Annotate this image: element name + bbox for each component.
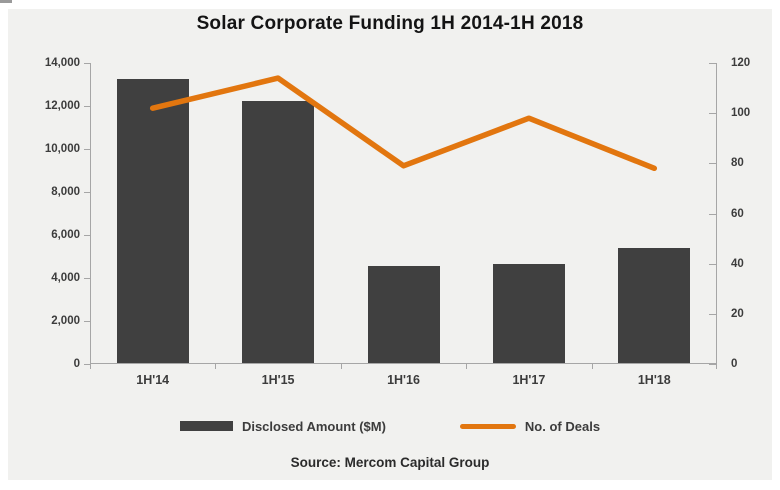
left-axis-tick: [84, 63, 90, 64]
bar-1H'14: [116, 79, 189, 363]
x-axis-tick: [466, 363, 468, 369]
left-axis-tick-label: 12,000: [44, 100, 80, 112]
x-axis-tick: [215, 363, 217, 369]
x-axis-tick: [716, 363, 717, 369]
left-axis-tick: [84, 192, 90, 193]
line-series-swatch-icon: [459, 423, 516, 429]
left-axis-tick-label: 4,000: [51, 272, 80, 284]
right-axis-tick-label: 20: [731, 307, 744, 320]
left-axis-tick: [84, 106, 90, 107]
right-axis-tick: [709, 364, 717, 365]
legend-label-no-of-deals: No. of Deals: [524, 418, 601, 434]
bar-1H'16: [367, 266, 440, 364]
source-note: Source: Mercom Capital Group: [290, 455, 490, 470]
x-axis-tick: [90, 363, 91, 369]
x-axis-category-label: 1H'18: [637, 373, 671, 387]
bar-1H'18: [618, 248, 691, 363]
right-axis-tick: [709, 63, 717, 64]
left-axis-tick-label: 0: [73, 358, 80, 370]
x-axis-category-label: 1H'14: [136, 373, 170, 387]
right-axis-tick: [709, 213, 717, 215]
left-axis-tick-label: 8,000: [51, 186, 80, 198]
right-axis-tick-label: 0: [731, 358, 738, 370]
right-axis-tick: [709, 113, 717, 115]
bar-series-swatch-icon: [179, 421, 233, 431]
x-axis-tick: [340, 363, 342, 369]
left-axis-tick: [84, 364, 90, 365]
right-axis-tick-label: 40: [731, 257, 744, 270]
legend-label-disclosed-amount: Disclosed Amount ($M): [241, 418, 386, 434]
right-axis-tick-label: 60: [731, 207, 744, 220]
plot-area: [84, 63, 717, 369]
line-series: [149, 75, 658, 172]
right-axis-tick: [709, 163, 717, 165]
legend: Disclosed Amount ($M) No. of Deals: [0, 413, 780, 439]
bar-1H'15: [242, 100, 315, 363]
screenshot-edge-artifact: [0, 0, 12, 3]
left-axis-tick: [84, 278, 90, 279]
chart-title: Solar Corporate Funding 1H 2014-1H 2018: [196, 13, 584, 34]
x-axis-line: [90, 363, 717, 364]
left-axis-tick-label: 14,000: [44, 57, 80, 69]
x-axis-tick: [591, 363, 593, 369]
x-axis-category-label: 1H'15: [261, 373, 295, 387]
left-axis-tick: [84, 149, 90, 150]
x-axis-category-label: 1H'17: [512, 373, 546, 387]
left-axis-tick-label: 2,000: [51, 315, 80, 327]
right-axis-tick: [709, 313, 717, 315]
legend-item-no-of-deals: No. of Deals: [459, 418, 601, 434]
right-axis-tick: [709, 263, 717, 265]
bar-1H'17: [492, 264, 565, 363]
left-axis-tick-label: 10,000: [44, 143, 80, 155]
x-axis-category-label: 1H'16: [387, 373, 420, 387]
deals-line: [149, 75, 658, 172]
right-axis-tick-label: 100: [731, 107, 751, 120]
left-axis-tick: [84, 235, 90, 236]
left-axis-tick-label: 6,000: [51, 229, 80, 241]
legend-item-disclosed-amount: Disclosed Amount ($M): [179, 418, 386, 434]
right-axis-tick-label: 120: [731, 57, 751, 69]
right-axis-tick-label: 80: [731, 157, 744, 170]
left-axis-line: [90, 63, 91, 364]
left-axis-tick: [84, 321, 90, 322]
